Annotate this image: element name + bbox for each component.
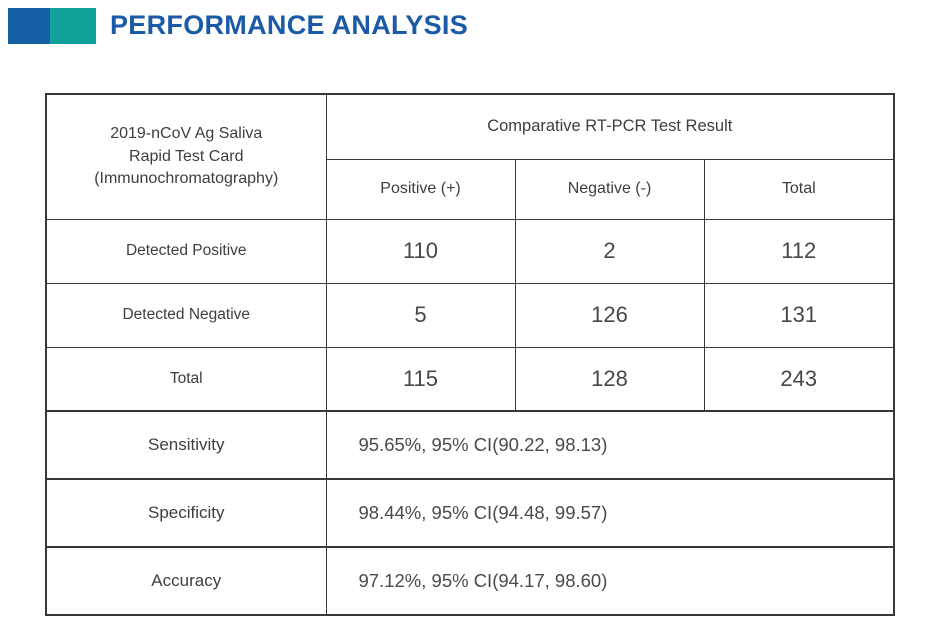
- cell-value: 131: [703, 282, 895, 348]
- page-title: PERFORMANCE ANALYSIS: [110, 10, 469, 40]
- table-row-detected-positive: Detected Positive 110 2 112: [45, 218, 895, 284]
- performance-table: 2019-nCoV Ag Saliva Rapid Test Card (Imm…: [45, 93, 896, 616]
- cell-value: 243: [703, 346, 895, 412]
- stat-row-accuracy: Accuracy 97.12%, 95% CI(94.17, 98.60): [45, 546, 895, 616]
- corner-line-2: Rapid Test Card: [129, 147, 244, 165]
- blue-square-icon: [8, 8, 50, 44]
- cell-value: 5: [325, 282, 516, 348]
- corner-line-3: (Immunochromatography): [94, 169, 279, 187]
- table-row-detected-negative: Detected Negative 5 126 131: [45, 282, 895, 348]
- stat-value: 97.12%, 95% CI(94.17, 98.60): [325, 546, 895, 616]
- brand-logo: [8, 8, 96, 44]
- stat-label: Sensitivity: [45, 410, 327, 480]
- cell-value: 110: [325, 218, 516, 284]
- cell-value: 112: [703, 218, 895, 284]
- cell-value: 126: [514, 282, 705, 348]
- row-label: Detected Positive: [45, 218, 327, 284]
- col-header-positive: Positive (+): [325, 158, 516, 220]
- teal-square-icon: [50, 8, 96, 44]
- col-header-negative: Negative (-): [514, 158, 705, 220]
- row-label: Total: [45, 346, 327, 412]
- corner-line-1: 2019-nCoV Ag Saliva: [110, 125, 263, 143]
- col-header-total: Total: [703, 158, 895, 220]
- cell-value: 2: [514, 218, 705, 284]
- cell-value: 128: [514, 346, 705, 412]
- stat-row-sensitivity: Sensitivity 95.65%, 95% CI(90.22, 98.13): [45, 410, 895, 480]
- stat-value: 98.44%, 95% CI(94.48, 99.57): [325, 478, 895, 548]
- row-label: Detected Negative: [45, 282, 327, 348]
- table-corner-header: 2019-nCoV Ag Saliva Rapid Test Card (Imm…: [45, 93, 327, 220]
- table-row-total: Total 115 128 243: [45, 346, 895, 412]
- stat-value: 95.65%, 95% CI(90.22, 98.13): [325, 410, 895, 480]
- group-header-comparative-rtpcr: Comparative RT-PCR Test Result: [325, 93, 895, 160]
- stat-row-specificity: Specificity 98.44%, 95% CI(94.48, 99.57): [45, 478, 895, 548]
- cell-value: 115: [325, 346, 516, 412]
- stat-label: Specificity: [45, 478, 327, 548]
- stat-label: Accuracy: [45, 546, 327, 616]
